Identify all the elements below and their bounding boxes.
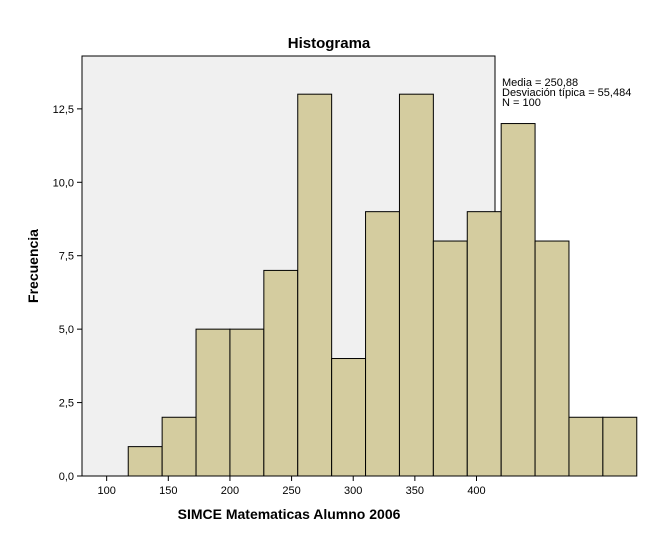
histogram-bar-2 [195,328,231,477]
x-axis-title: SIMCE Matematicas Alumno 2006 [178,506,401,522]
histogram-bar-12 [534,240,570,477]
y-tick-label: 12,5 [53,104,74,116]
x-tick-label: 100 [97,485,115,497]
y-tick-label: 2,5 [59,398,74,410]
histogram-bar-13 [568,416,604,477]
bars-group [127,93,638,477]
x-tick-label: 400 [467,485,485,497]
histogram-bar-11 [500,123,536,477]
histogram-bar-10 [466,211,502,477]
histogram-bar-0 [127,446,163,477]
y-axis: 0,0 2,5 5,0 7,5 10,0 12,5 [53,104,82,483]
x-tick-label: 350 [406,485,424,497]
histogram-bar-4 [263,269,299,477]
stats-line: Media = 250,88 [502,77,578,89]
x-axis: 100 150 200 250 300 350 400 [97,476,486,497]
x-tick-label: 250 [282,485,300,497]
histogram-bar-3 [229,328,265,477]
histogram-bar-5 [297,93,333,477]
y-tick-label: 0,0 [59,471,74,483]
y-tick-label: 5,0 [59,324,74,336]
stats-line: Desviación típica = 55,484 [502,87,631,99]
y-tick-label: 7,5 [59,251,74,263]
histogram-bar-1 [161,416,197,477]
stats-line: N = 100 [502,97,541,109]
histogram-bar-7 [365,211,400,477]
x-tick-label: 200 [221,485,239,497]
histogram-bar-14 [602,416,638,477]
y-axis-title: Frecuencia [25,229,41,303]
histogram-bar-9 [432,240,468,477]
histogram-bar-8 [398,93,434,477]
x-tick-label: 150 [159,485,177,497]
y-tick-label: 10,0 [53,177,74,189]
x-tick-label: 300 [344,485,362,497]
chart-title: Histograma [288,35,371,52]
histogram-bar-6 [331,358,367,477]
